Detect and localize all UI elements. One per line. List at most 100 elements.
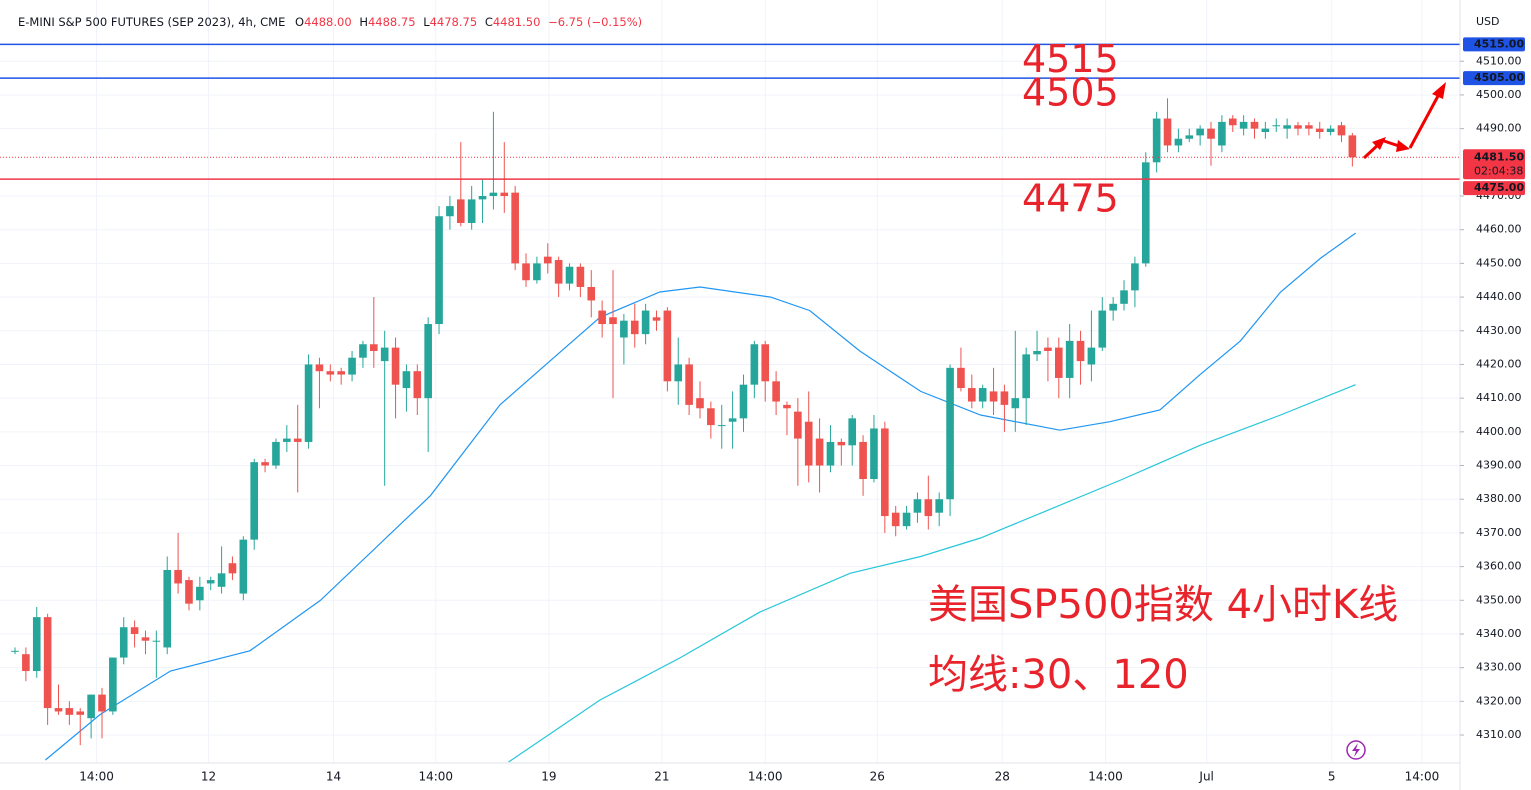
moving-average: [508, 384, 1356, 763]
candle-body: [1141, 162, 1150, 264]
candle-body: [272, 441, 280, 466]
candle-body: [326, 371, 335, 375]
candle-body: [1098, 310, 1107, 348]
candle-body: [1087, 347, 1096, 365]
y-tick-label: 4350.00: [1476, 593, 1522, 606]
y-tick-label: 4400.00: [1476, 425, 1522, 438]
candle-body: [804, 421, 813, 466]
replay-icon[interactable]: [1346, 740, 1366, 760]
level-box: [1463, 71, 1525, 86]
level-box: [1463, 37, 1525, 52]
x-tick-label: 12: [201, 770, 216, 784]
candle-body: [1261, 128, 1270, 133]
candle-body: [261, 462, 269, 466]
candle-body: [22, 654, 30, 672]
candle-body: [652, 317, 661, 321]
arrowhead: [1432, 82, 1446, 99]
candle-body: [815, 438, 824, 466]
candle-body: [707, 408, 715, 426]
candle-body: [32, 617, 41, 672]
candle-body: [913, 499, 922, 513]
candle-body: [739, 384, 748, 419]
x-tick-label: 14:00: [418, 770, 453, 784]
candle-body: [413, 371, 422, 399]
candle-body: [1131, 263, 1139, 291]
last-price-label: 4481.50: [1474, 150, 1524, 163]
candle-body: [1022, 354, 1030, 399]
candle-body: [315, 364, 324, 372]
candle-body: [446, 206, 454, 217]
y-tick-label: 4360.00: [1476, 560, 1522, 573]
candle-body: [924, 499, 933, 517]
plot-area: [0, 0, 1460, 763]
candle-body: [98, 694, 106, 712]
candle-body: [1152, 118, 1161, 163]
icon-circle[interactable]: [1346, 740, 1366, 760]
x-tick-label: Jul: [1198, 770, 1213, 784]
candle-body: [185, 580, 193, 604]
y-tick-label: 4430.00: [1476, 324, 1522, 337]
ohlc-label: O: [295, 15, 304, 29]
countdown: 02:04:38: [1474, 164, 1523, 177]
moving-average: [45, 232, 1356, 761]
arrowhead: [1372, 137, 1386, 150]
candle-body: [76, 711, 85, 715]
ohlc-value: 4488.00: [304, 15, 352, 29]
candle-body: [11, 650, 19, 652]
icon-bolt[interactable]: [1352, 743, 1360, 757]
candle-body: [1185, 135, 1194, 139]
candle-body: [522, 263, 530, 281]
candle-body: [1076, 340, 1085, 362]
candle-body: [609, 317, 617, 325]
y-tick-label: 4390.00: [1476, 459, 1522, 472]
ohlc-value: 4481.50: [493, 15, 541, 29]
candle-body: [239, 539, 248, 594]
candle-body: [370, 344, 378, 351]
x-tick-label: 28: [995, 770, 1010, 784]
candle-body: [1272, 125, 1281, 127]
candle-body: [304, 364, 313, 442]
candle-body: [1109, 303, 1117, 311]
candle-body: [902, 512, 911, 527]
candle-body: [1044, 347, 1052, 351]
candle-body: [217, 573, 226, 587]
candle-body: [848, 418, 857, 446]
candle-body: [1011, 398, 1020, 409]
candle-body: [728, 418, 737, 422]
y-tick-label: 4450.00: [1476, 256, 1522, 269]
x-tick-label: 14: [326, 770, 341, 784]
candle-body: [141, 637, 150, 641]
candle-body: [1196, 128, 1204, 136]
level-annotation: 4475: [1022, 177, 1119, 221]
level-box: [1463, 181, 1525, 196]
candle-body: [1218, 121, 1226, 146]
candle-body: [1033, 350, 1041, 355]
candle-body: [1207, 128, 1215, 139]
candle-body: [228, 563, 237, 574]
last-price-box: [1463, 149, 1525, 180]
candle-body: [1305, 125, 1313, 129]
y-tick-label: 4370.00: [1476, 526, 1522, 539]
x-tick-label: 26: [870, 770, 885, 784]
ohlc-value: 4478.75: [430, 15, 478, 29]
candle-body: [283, 438, 291, 442]
candle-body: [750, 344, 759, 385]
candle-body: [424, 324, 432, 399]
candle-body: [391, 347, 400, 385]
candle-body: [478, 196, 487, 200]
candle-body: [794, 411, 802, 439]
candle-body: [206, 580, 215, 584]
y-tick-label: 4410.00: [1476, 391, 1522, 404]
candle-body: [511, 192, 519, 264]
level-annotation: 4505: [1022, 71, 1119, 115]
candle-body: [293, 438, 302, 442]
y-tick-label: 4500.00: [1476, 88, 1522, 101]
candle-body: [1163, 118, 1172, 146]
candle-body: [1120, 290, 1128, 304]
annotation: 均线:30、120: [928, 652, 1189, 698]
symbol: E-MINI S&P 500 FUTURES (SEP 2023), 4h, C…: [18, 15, 285, 29]
change: −6.75 (−0.15%): [548, 15, 642, 29]
candle-body: [402, 371, 411, 389]
candle-body: [1337, 125, 1346, 136]
candle-body: [783, 404, 791, 409]
